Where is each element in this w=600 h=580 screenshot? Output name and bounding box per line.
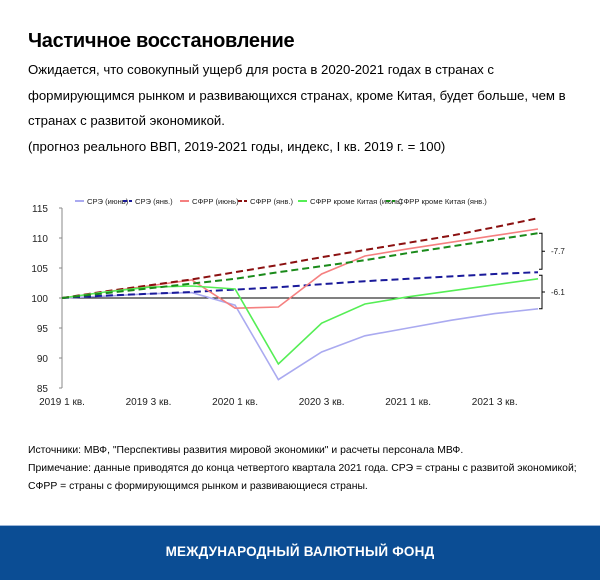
x-tick-label: 2021 1 кв. (385, 397, 431, 408)
x-tick-label: 2020 1 кв. (212, 397, 258, 408)
legend-label: СФРР кроме Китая (янв.) (398, 197, 487, 206)
series-line-2 (61, 228, 539, 310)
annotation-label: -6.1 (551, 288, 565, 297)
x-tick-label: 2019 3 кв. (126, 397, 172, 408)
remark-note: СФРР = страны с формирующимся рынком и р… (28, 481, 368, 492)
series-line-4 (61, 278, 539, 366)
x-tick-label: 2021 3 кв. (472, 397, 518, 408)
footer-band: МЕЖДУНАРОДНЫЙ ВАЛЮТНЫЙ ФОНД (0, 525, 600, 580)
y-tick-label: 115 (32, 204, 48, 215)
annotation-bracket (539, 274, 545, 310)
legend-label: СФРР кроме Китая (июнь) (310, 197, 403, 206)
series-line-0 (61, 291, 539, 381)
annotation-bracket (539, 232, 545, 270)
sources-note: Источники: МВФ, "Перспективы развития ми… (28, 445, 464, 456)
series-line-5 (61, 232, 539, 299)
subtitle-line: (прогноз реального ВВП, 2019-2021 годы, … (28, 139, 446, 154)
subtitle-line: формирующимся рынком и развивающихся стр… (28, 88, 566, 103)
y-tick-label: 95 (37, 324, 49, 335)
line-chart: 85 90 95 100 105 110 115 2019 1 кв. 2019 3 кв. 20… (31, 197, 565, 408)
legend-label: СФРР (янв.) (250, 197, 293, 206)
y-tick-label: 90 (37, 354, 49, 365)
y-tick-label: 105 (31, 264, 48, 275)
x-tick-label: 2019 1 кв. (39, 397, 85, 408)
y-tick-label: 85 (37, 384, 49, 395)
y-tick-label: 100 (31, 294, 48, 305)
page-title: Частичное восстановление (28, 30, 295, 52)
subtitle-line: странах с развитой экономикой. (28, 113, 225, 128)
annotation-label: -7.7 (551, 247, 565, 256)
legend-label: СРЭ (июнь) (87, 197, 129, 206)
legend-label: СРЭ (янв.) (135, 197, 173, 206)
x-tick-label: 2020 3 кв. (299, 397, 345, 408)
footer-logo-text: МЕЖДУНАРОДНЫЙ ВАЛЮТНЫЙ ФОНД (165, 544, 435, 559)
y-tick-label: 110 (32, 234, 48, 245)
remark-note: Примечание: данные приводятся до конца ч… (28, 463, 577, 474)
subtitle-line: Ожидается, что совокупный ущерб для рост… (28, 62, 495, 77)
series-line-1 (61, 271, 539, 299)
series-line-3 (61, 217, 539, 299)
legend-label: СФРР (июнь) (192, 197, 239, 206)
